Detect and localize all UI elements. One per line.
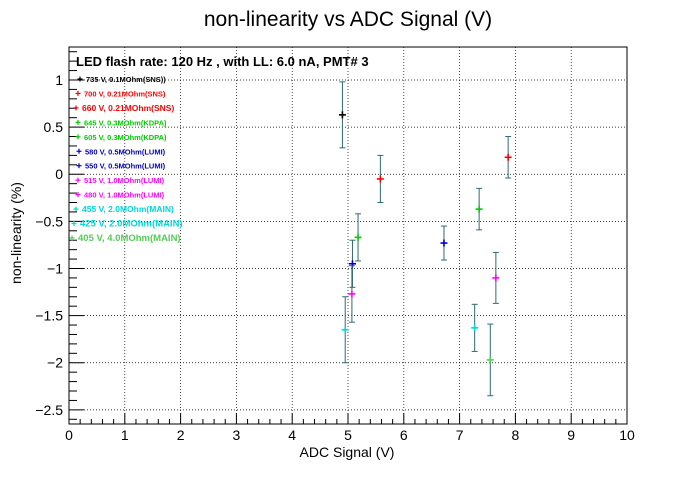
data-point bbox=[354, 233, 362, 241]
legend-label: 515 V, 1.0MOhm(LUMI) bbox=[84, 176, 165, 185]
y-tick-label: −2 bbox=[47, 355, 63, 371]
data-point bbox=[440, 239, 448, 247]
data-point bbox=[504, 153, 512, 161]
data-point bbox=[348, 260, 356, 268]
y-tick-label: −1 bbox=[47, 260, 63, 276]
legend-entry: 550 V, 0.5MOhm(LUMI) bbox=[76, 162, 166, 171]
data-point bbox=[338, 111, 346, 119]
x-tick-label: 3 bbox=[233, 427, 241, 443]
legend-label: 480 V, 1.0MOhm(LUMI) bbox=[84, 191, 165, 200]
legend-label: 425 V, 2.0MOhm(MAIN) bbox=[80, 219, 183, 230]
y-tick-label: 0.5 bbox=[44, 119, 64, 135]
legend-entry: 425 V, 2.0MOhm(MAIN) bbox=[71, 219, 183, 230]
x-tick-label: 1 bbox=[121, 427, 129, 443]
legend-label: 405 V, 4.0MOhm(MAIN) bbox=[78, 233, 181, 244]
legend-label: 735 V, 0.1MOhm(SNS)) bbox=[86, 75, 166, 84]
legend-entry: 455 V, 2.0MOhm(MAIN) bbox=[73, 204, 174, 214]
x-tick-label: 2 bbox=[177, 427, 185, 443]
legend-entry: 645 V, 0.3MOhm(KDPA) bbox=[75, 118, 167, 127]
x-tick-label: 5 bbox=[344, 427, 352, 443]
data-point bbox=[475, 205, 483, 213]
legend-entry: 700 V, 0.21MOhm(SNS) bbox=[75, 89, 166, 98]
y-tick-label: 1 bbox=[55, 72, 63, 88]
legend-label: 550 V, 0.5MOhm(LUMI) bbox=[85, 162, 166, 171]
x-tick-label: 10 bbox=[619, 427, 635, 443]
y-tick-label: 0 bbox=[55, 166, 63, 182]
legend-entry: 405 V, 4.0MOhm(MAIN) bbox=[69, 233, 181, 244]
legend-entry: 735 V, 0.1MOhm(SNS)) bbox=[77, 75, 166, 84]
data-point bbox=[376, 175, 384, 183]
legend-label: 645 V, 0.3MOhm(KDPA) bbox=[84, 118, 167, 127]
x-tick-label: 4 bbox=[288, 427, 296, 443]
x-tick-label: 7 bbox=[456, 427, 464, 443]
chart-title: non-linearity vs ADC Signal (V) bbox=[204, 8, 492, 31]
y-tick-label: −0.5 bbox=[35, 213, 63, 229]
data-point bbox=[486, 356, 494, 364]
legend-label: 660 V, 0.21MOhm(SNS) bbox=[82, 103, 174, 113]
x-axis-label: ADC Signal (V) bbox=[300, 444, 395, 460]
y-axis-label: non-linearity (%) bbox=[8, 182, 24, 284]
x-tick-label: 9 bbox=[567, 427, 575, 443]
y-tick-label: −2.5 bbox=[35, 402, 63, 418]
legend-entry: 515 V, 1.0MOhm(LUMI) bbox=[75, 176, 165, 185]
legend-entry: 580 V, 0.5MOhm(LUMI) bbox=[76, 147, 166, 156]
plot-area: 0 1 2 3 4 5 6 7 8 9 10 1 0.5 0 −0.5 −1 −1.5 −2 −2.5 bbox=[35, 46, 635, 443]
legend-label: 605 V, 0.3MOhm(KDPA) bbox=[84, 133, 167, 142]
legend-label: 455 V, 2.0MOhm(MAIN) bbox=[82, 204, 174, 214]
data-point bbox=[492, 274, 500, 282]
data-point bbox=[471, 324, 479, 332]
x-tick-label: 8 bbox=[512, 427, 520, 443]
data-point bbox=[341, 326, 349, 334]
y-tick-label: −1.5 bbox=[35, 308, 63, 324]
legend-label: 700 V, 0.21MOhm(SNS) bbox=[84, 89, 166, 98]
chart-annotation: LED flash rate: 120 Hz , with LL: 6.0 nA… bbox=[76, 54, 369, 69]
x-tick-label: 0 bbox=[65, 427, 73, 443]
legend-label: 580 V, 0.5MOhm(LUMI) bbox=[85, 147, 166, 156]
data-point bbox=[348, 290, 356, 298]
x-tick-label: 6 bbox=[400, 427, 408, 443]
legend-entry: 480 V, 1.0MOhm(LUMI) bbox=[75, 191, 165, 200]
legend-entry: 660 V, 0.21MOhm(SNS) bbox=[73, 103, 174, 113]
legend-entry: 605 V, 0.3MOhm(KDPA) bbox=[75, 133, 167, 142]
legend: 735 V, 0.1MOhm(SNS)) 700 V, 0.21MOhm(SNS)… bbox=[69, 75, 183, 244]
